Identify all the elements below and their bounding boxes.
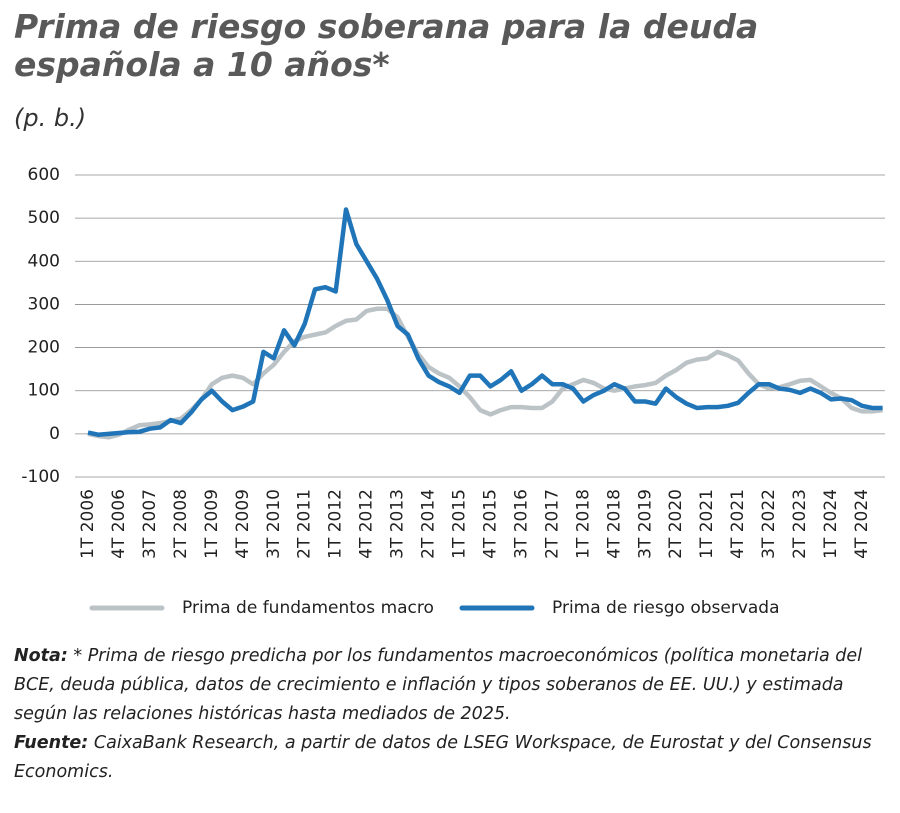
x-tick-label: 1T 2015 xyxy=(450,489,470,559)
x-tick-label: 2T 2017 xyxy=(542,489,562,559)
x-tick-label: 3T 2010 xyxy=(264,489,284,559)
y-tick-label: -100 xyxy=(21,467,60,487)
x-tick-label: 3T 2007 xyxy=(140,489,160,559)
y-tick-label: 400 xyxy=(28,251,60,271)
y-tick-label: 600 xyxy=(28,165,60,185)
x-tick-label: 4T 2012 xyxy=(357,489,377,559)
x-tick-label: 1T 2024 xyxy=(821,489,841,559)
x-tick-label: 3T 2019 xyxy=(635,489,655,559)
x-tick-label: 3T 2022 xyxy=(759,489,779,559)
x-tick-label: 1T 2012 xyxy=(326,489,346,559)
x-tick-label: 4T 2018 xyxy=(604,489,624,559)
x-tick-label: 1T 2021 xyxy=(697,489,717,559)
x-tick-label: 3T 2016 xyxy=(511,489,531,559)
x-tick-label: 3T 2013 xyxy=(388,489,408,559)
x-tick-label: 2T 2008 xyxy=(171,489,191,559)
x-tick-label: 4T 2021 xyxy=(728,489,748,559)
x-tick-label: 2T 2014 xyxy=(419,489,439,559)
x-tick-label: 4T 2015 xyxy=(480,489,500,559)
note: Nota: * Prima de riesgo predicha por los… xyxy=(14,642,889,729)
x-tick-label: 4T 2006 xyxy=(109,489,129,559)
y-tick-label: 200 xyxy=(28,338,60,358)
y-tick-label: 100 xyxy=(28,381,60,401)
chart-subtitle: (p. b.) xyxy=(14,104,87,132)
x-tick-label: 2T 2023 xyxy=(790,489,810,559)
x-tick-label: 4T 2009 xyxy=(233,489,253,559)
legend-label: Prima de fundamentos macro xyxy=(182,598,434,618)
source-text: CaixaBank Research, a partir de datos de… xyxy=(14,733,872,782)
y-tick-label: 0 xyxy=(49,424,60,444)
source: Fuente: CaixaBank Research, a partir de … xyxy=(14,729,889,787)
x-tick-label: 1T 2009 xyxy=(202,489,222,559)
x-tick-label: 4T 2024 xyxy=(852,489,872,559)
y-tick-label: 300 xyxy=(28,294,60,314)
note-label: Nota: xyxy=(14,646,68,666)
legend-label: Prima de riesgo observada xyxy=(552,598,780,618)
series-line xyxy=(87,306,883,440)
x-tick-label: 1T 2006 xyxy=(78,489,98,559)
chart: -100 0 100 200 300 400 500 600 1T 2006 4T 2006 3T … xyxy=(21,165,885,618)
x-tick-label: 1T 2018 xyxy=(573,489,593,559)
source-label: Fuente: xyxy=(14,733,89,753)
notes: Nota: * Prima de riesgo predicha por los… xyxy=(14,642,889,787)
chart-title: Prima de riesgo soberana para la deuda e… xyxy=(14,7,759,84)
series-line xyxy=(87,207,883,437)
note-text: * Prima de riesgo predicha por los funda… xyxy=(14,646,863,724)
y-tick-label: 500 xyxy=(28,208,60,228)
x-tick-label: 2T 2020 xyxy=(666,489,686,559)
x-tick-label: 2T 2011 xyxy=(295,489,315,559)
